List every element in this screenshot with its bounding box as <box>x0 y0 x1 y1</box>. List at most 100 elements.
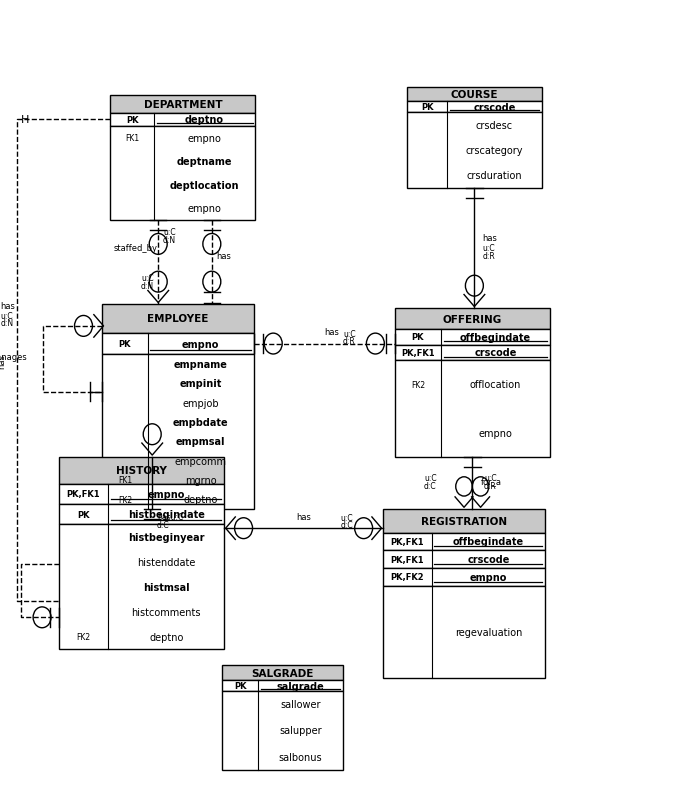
Text: d:R: d:R <box>484 481 497 490</box>
Text: empjob: empjob <box>182 398 219 408</box>
Text: PK,FK1: PK,FK1 <box>67 490 100 499</box>
Text: d:N: d:N <box>1 318 14 328</box>
Text: has: has <box>324 327 339 337</box>
Text: FK1: FK1 <box>125 134 139 143</box>
Text: PK,FK1: PK,FK1 <box>391 537 424 546</box>
Text: PK,FK1: PK,FK1 <box>391 555 424 564</box>
Text: has: has <box>483 233 497 242</box>
Text: empno: empno <box>188 204 221 214</box>
Text: staffed_by: staffed_by <box>113 244 157 253</box>
Bar <box>383 509 545 533</box>
Text: u:C: u:C <box>141 273 154 282</box>
Bar <box>102 334 254 354</box>
Text: has: has <box>0 354 6 368</box>
Text: empmsal: empmsal <box>176 437 226 447</box>
Bar <box>59 457 224 484</box>
Text: has: has <box>217 252 232 261</box>
Bar <box>59 484 224 504</box>
Bar <box>222 666 343 680</box>
Text: d:R: d:R <box>483 252 495 261</box>
Bar <box>383 568 545 586</box>
Bar <box>110 96 255 114</box>
Text: d:C: d:C <box>157 520 170 529</box>
Text: crsduration: crsduration <box>466 171 522 180</box>
Text: u:C: u:C <box>483 244 495 253</box>
Text: u:C: u:C <box>343 329 355 338</box>
Text: empname: empname <box>174 359 228 370</box>
Text: deptname: deptname <box>177 157 233 167</box>
Text: empinit: empinit <box>179 379 222 389</box>
Text: FK2: FK2 <box>118 495 132 504</box>
Text: empcomm: empcomm <box>175 456 227 466</box>
Text: u:C: u:C <box>424 473 437 482</box>
Text: HISTORY: HISTORY <box>116 466 167 476</box>
Text: d:R: d:R <box>343 336 355 346</box>
Text: d:N: d:N <box>163 236 176 245</box>
Text: empbdate: empbdate <box>173 417 228 427</box>
Text: H: H <box>21 115 29 125</box>
Text: PK: PK <box>421 103 433 112</box>
Text: PK: PK <box>234 681 246 691</box>
Bar <box>395 330 550 345</box>
Bar <box>102 354 254 509</box>
Bar <box>110 114 255 127</box>
Text: d:N: d:N <box>141 282 154 290</box>
Text: u:C: u:C <box>484 473 497 482</box>
Text: empno: empno <box>182 339 219 349</box>
Bar <box>222 691 343 770</box>
Text: d:C: d:C <box>424 481 437 490</box>
Bar <box>407 88 542 102</box>
Text: FK2: FK2 <box>411 380 425 389</box>
Bar <box>383 586 545 678</box>
Text: histenddate: histenddate <box>137 557 195 567</box>
Text: crscode: crscode <box>473 103 515 112</box>
Text: SALGRADE: SALGRADE <box>251 668 314 678</box>
Bar <box>102 305 254 334</box>
Text: PK: PK <box>77 510 90 519</box>
Text: deptno: deptno <box>185 115 224 125</box>
Text: PK,FK1: PK,FK1 <box>401 348 435 358</box>
Text: has: has <box>0 302 15 311</box>
Text: sallower: sallower <box>280 699 321 709</box>
Text: crscategory: crscategory <box>466 146 523 156</box>
Bar <box>395 309 550 330</box>
Text: OFFERING: OFFERING <box>443 314 502 324</box>
Text: regevaluation: regevaluation <box>455 627 522 637</box>
Text: hasu:C: hasu:C <box>157 512 184 520</box>
Text: deptlocation: deptlocation <box>170 180 239 190</box>
Bar <box>383 533 545 550</box>
Text: d:C: d:C <box>340 520 353 529</box>
Text: histcomments: histcomments <box>132 607 201 617</box>
Text: FK2: FK2 <box>77 633 90 642</box>
Text: histmsal: histmsal <box>143 582 190 592</box>
Text: for_a: for_a <box>480 476 502 485</box>
Bar <box>110 127 255 221</box>
Bar <box>222 680 343 691</box>
Text: PK: PK <box>412 333 424 342</box>
Text: DEPARTMENT: DEPARTMENT <box>144 100 222 110</box>
Text: offlocation: offlocation <box>470 380 521 390</box>
Text: COURSE: COURSE <box>451 91 498 100</box>
Text: salbonus: salbonus <box>279 751 322 762</box>
Bar <box>407 113 542 188</box>
Text: PK,FK2: PK,FK2 <box>391 573 424 581</box>
Text: u:C: u:C <box>340 513 353 522</box>
Text: mgrno: mgrno <box>185 476 217 485</box>
Text: salgrade: salgrade <box>277 681 324 691</box>
Bar <box>383 550 545 568</box>
Bar <box>395 345 550 361</box>
Text: crscode: crscode <box>475 348 517 358</box>
Text: FK1: FK1 <box>118 476 132 485</box>
Text: empno: empno <box>188 133 221 144</box>
Text: empno: empno <box>479 428 513 438</box>
Text: histbeginyear: histbeginyear <box>128 532 204 542</box>
Text: has: has <box>296 512 311 520</box>
Text: u:C: u:C <box>1 311 13 321</box>
Text: salupper: salupper <box>279 726 322 735</box>
Text: offbegindate: offbegindate <box>460 332 531 342</box>
Text: empno: empno <box>148 489 185 499</box>
Text: deptno: deptno <box>184 495 218 504</box>
Text: u:C: u:C <box>163 228 176 237</box>
Text: manages: manages <box>0 352 27 362</box>
Bar <box>395 361 550 457</box>
